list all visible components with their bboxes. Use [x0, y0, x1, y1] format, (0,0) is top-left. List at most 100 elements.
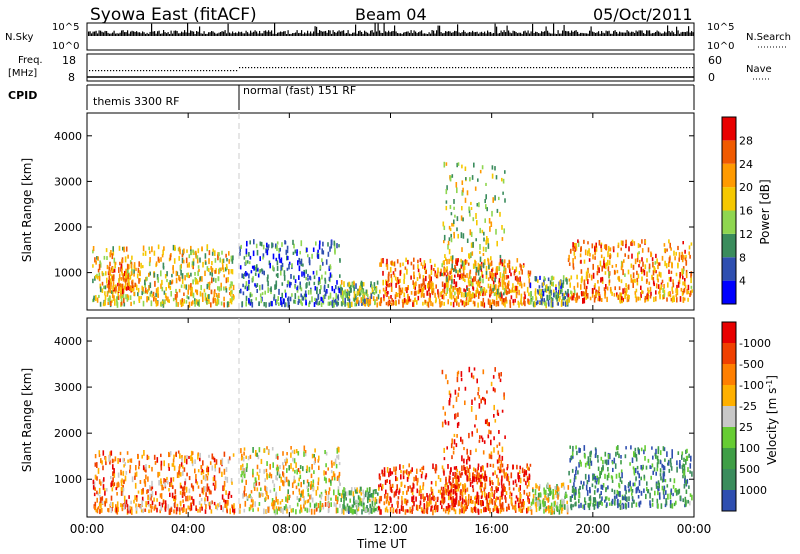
- echo-cell: [548, 302, 550, 307]
- echo-cell: [239, 503, 241, 509]
- echo-cell: [443, 301, 445, 306]
- echo-cell: [512, 301, 515, 306]
- echo-cell: [341, 301, 343, 307]
- echo-cell: [368, 508, 371, 514]
- echo-cell: [284, 302, 286, 308]
- echo-cell: [188, 476, 191, 481]
- echo-cell: [463, 265, 466, 271]
- freq-sample: [620, 67, 622, 69]
- freq-sample: [191, 70, 193, 72]
- echo-cell: [447, 503, 450, 509]
- echo-cell: [446, 446, 448, 450]
- echo-cell: [461, 206, 463, 211]
- echo-cell: [464, 400, 466, 406]
- echo-cell: [501, 237, 504, 241]
- echo-cell: [461, 455, 463, 462]
- echo-cell: [671, 286, 673, 292]
- echo-cell: [510, 499, 513, 503]
- echo-cell: [444, 282, 446, 289]
- echo-cell: [437, 267, 439, 273]
- echo-cell: [474, 507, 477, 514]
- echo-cell: [435, 501, 437, 507]
- echo-cell: [154, 505, 157, 509]
- echo-cell: [117, 290, 119, 297]
- freq-sample: [296, 67, 298, 69]
- noise-sample: [173, 30, 175, 36]
- echo-cell: [342, 301, 345, 305]
- echo-cell: [298, 265, 301, 272]
- echo-cell: [500, 507, 503, 513]
- echo-cell: [104, 490, 106, 496]
- noise-sample: [233, 33, 235, 36]
- echo-cell: [194, 272, 196, 276]
- echo-cell: [457, 475, 459, 480]
- noise-sample: [643, 32, 645, 36]
- echo-cell: [534, 494, 537, 499]
- echo-cell: [390, 286, 393, 292]
- echo-cell: [423, 293, 425, 298]
- echo-cell: [434, 497, 436, 501]
- echo-cell: [216, 298, 219, 305]
- noise-sample: [574, 30, 576, 36]
- echo-cell: [270, 286, 272, 292]
- echo-cell: [449, 175, 452, 182]
- echo-cell: [204, 270, 206, 277]
- echo-cell: [98, 454, 101, 458]
- freq-sample: [122, 70, 124, 72]
- noise-sample: [175, 30, 177, 36]
- echo-cell: [509, 494, 511, 499]
- noise-sample: [251, 32, 253, 36]
- echo-cell: [477, 302, 479, 308]
- echo-cell: [631, 253, 633, 259]
- echo-cell: [471, 292, 474, 298]
- echo-cell: [609, 286, 612, 292]
- echo-cell: [678, 280, 680, 284]
- echo-cell: [319, 506, 321, 511]
- echo-cell: [172, 477, 175, 482]
- echo-cell: [120, 479, 123, 483]
- echo-cell: [420, 292, 423, 298]
- echo-cell: [200, 479, 203, 484]
- echo-cell: [164, 485, 167, 489]
- echo-cell: [552, 281, 554, 287]
- echo-cell: [603, 263, 605, 269]
- echo-cell: [269, 463, 271, 470]
- echo-cell: [344, 491, 346, 497]
- echo-cell: [485, 204, 487, 210]
- echo-cell: [220, 505, 222, 510]
- echo-cell: [156, 300, 159, 306]
- echo-cell: [329, 246, 331, 252]
- echo-cell: [481, 490, 484, 496]
- echo-cell: [443, 499, 446, 504]
- echo-cell: [484, 398, 486, 405]
- echo-cell: [106, 488, 108, 492]
- noise-sample: [521, 33, 523, 36]
- echo-cell: [568, 278, 571, 282]
- echo-cell: [420, 474, 423, 479]
- noise-sample: [532, 23, 534, 36]
- echo-cell: [273, 267, 275, 272]
- noise-sample: [647, 30, 649, 36]
- echo-cell: [503, 275, 506, 280]
- echo-cell: [114, 298, 116, 305]
- echo-cell: [285, 461, 287, 466]
- echo-cell: [104, 300, 106, 307]
- echo-cell: [603, 287, 606, 291]
- echo-cell: [265, 509, 267, 514]
- freq-sample: [155, 70, 157, 72]
- echo-cell: [460, 377, 463, 382]
- noise-sample: [247, 32, 249, 36]
- echo-cell: [487, 258, 490, 265]
- echo-cell: [538, 506, 541, 511]
- echo-cell: [144, 287, 147, 293]
- echo-cell: [312, 247, 315, 252]
- echo-cell: [294, 249, 297, 254]
- noise-sample: [289, 33, 291, 36]
- echo-cell: [603, 244, 606, 249]
- echo-cell: [386, 479, 388, 483]
- nsearch-tick-top: 10^5: [707, 22, 734, 33]
- echo-cell: [523, 282, 526, 287]
- echo-cell: [330, 469, 333, 474]
- echo-cell: [373, 491, 376, 495]
- echo-cell: [98, 275, 101, 282]
